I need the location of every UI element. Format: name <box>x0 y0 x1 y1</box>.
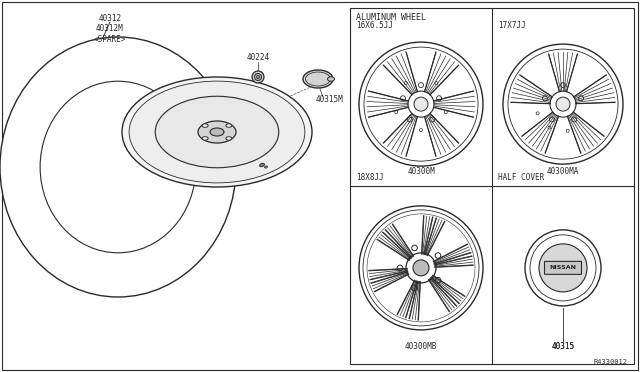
Text: 40315: 40315 <box>552 342 575 351</box>
Ellipse shape <box>40 81 196 253</box>
Text: 40315: 40315 <box>552 342 575 351</box>
Text: 17X7JJ: 17X7JJ <box>498 22 525 31</box>
Circle shape <box>255 74 262 80</box>
Ellipse shape <box>210 128 224 136</box>
Ellipse shape <box>198 121 236 143</box>
Circle shape <box>413 260 429 276</box>
Text: 18X8JJ: 18X8JJ <box>356 173 384 183</box>
FancyBboxPatch shape <box>545 262 582 275</box>
Ellipse shape <box>303 70 333 88</box>
Circle shape <box>414 97 428 111</box>
Circle shape <box>556 97 570 111</box>
Text: 40311: 40311 <box>260 142 284 151</box>
Ellipse shape <box>156 96 279 168</box>
Text: 40300MB: 40300MB <box>405 342 437 351</box>
Ellipse shape <box>264 166 268 168</box>
Ellipse shape <box>260 163 264 167</box>
Text: NISSAN: NISSAN <box>550 265 577 270</box>
Ellipse shape <box>226 137 232 140</box>
Text: 40300MA: 40300MA <box>547 167 579 176</box>
Text: HALF COVER: HALF COVER <box>498 173 544 183</box>
Ellipse shape <box>122 77 312 187</box>
Text: R4330012: R4330012 <box>594 359 628 365</box>
Ellipse shape <box>202 137 208 140</box>
Ellipse shape <box>305 72 330 86</box>
Text: 40315M: 40315M <box>316 96 344 105</box>
Ellipse shape <box>0 37 236 297</box>
Circle shape <box>539 244 587 292</box>
Bar <box>350 8 634 364</box>
Text: 40312
40312M
<SPARE>: 40312 40312M <SPARE> <box>94 14 126 44</box>
Ellipse shape <box>226 124 232 127</box>
Text: ALUMINUM WHEEL: ALUMINUM WHEEL <box>356 13 426 22</box>
Ellipse shape <box>202 124 208 127</box>
Text: 16X6.5JJ: 16X6.5JJ <box>356 22 393 31</box>
Circle shape <box>252 71 264 83</box>
Circle shape <box>257 76 259 78</box>
Ellipse shape <box>328 77 335 81</box>
Text: 40224: 40224 <box>246 52 269 61</box>
Ellipse shape <box>129 81 305 183</box>
Text: 40300M: 40300M <box>407 167 435 176</box>
Text: 40300M: 40300M <box>181 148 209 157</box>
